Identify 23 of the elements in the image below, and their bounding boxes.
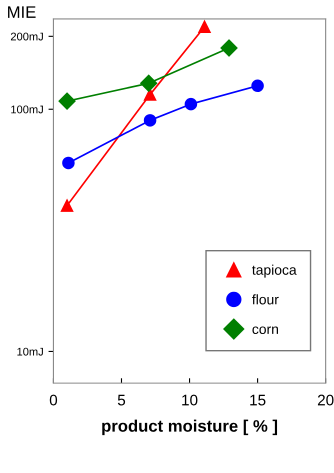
y-tick-label: 100mJ bbox=[11, 106, 43, 114]
x-tick-label: 15 bbox=[250, 394, 266, 406]
x-tick-label: 20 bbox=[318, 394, 334, 406]
point bbox=[198, 20, 211, 34]
point bbox=[251, 80, 264, 92]
legend-label: corn bbox=[252, 326, 278, 334]
y-tick-label: 10mJ bbox=[17, 348, 43, 356]
legend-label: flour bbox=[252, 294, 279, 304]
point bbox=[60, 199, 74, 212]
point bbox=[62, 156, 75, 170]
x-tick-label: 5 bbox=[118, 394, 126, 406]
point bbox=[144, 114, 156, 127]
point bbox=[58, 92, 76, 110]
x-axis-title: product moisture [ % ] bbox=[102, 420, 278, 436]
y-axis-title: MIE bbox=[8, 6, 36, 18]
point bbox=[144, 88, 156, 101]
x-tick-label: 10 bbox=[182, 394, 198, 406]
y-tick-label: 200mJ bbox=[10, 32, 43, 40]
legend-label: tapioca bbox=[252, 264, 297, 278]
point bbox=[184, 98, 198, 110]
x-tick-label: 0 bbox=[50, 394, 58, 406]
point bbox=[140, 74, 158, 92]
point bbox=[220, 39, 238, 57]
